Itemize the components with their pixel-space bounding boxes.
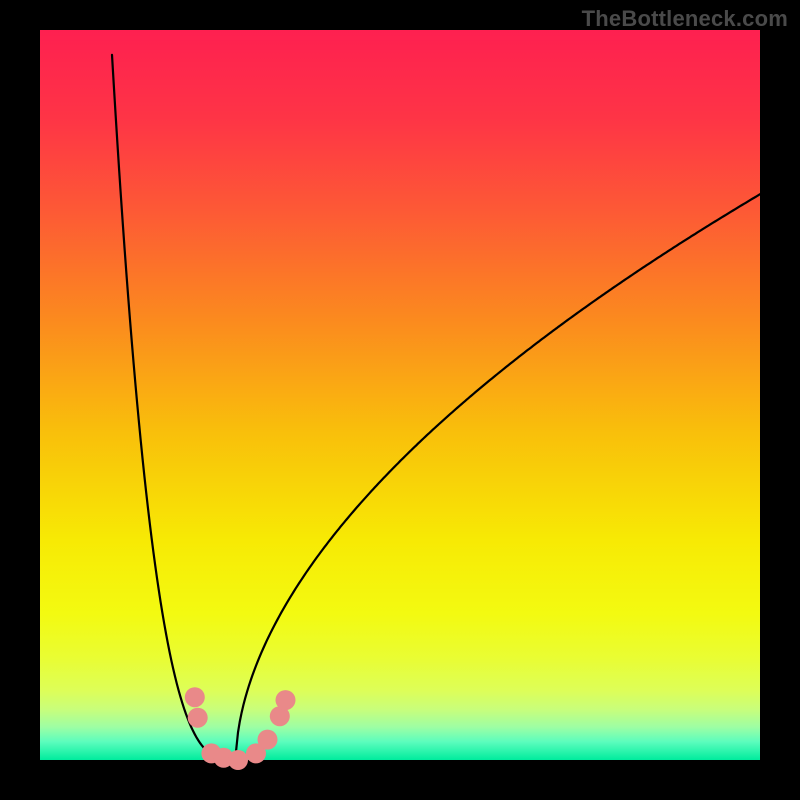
chart-root: TheBottleneck.com [0,0,800,800]
marker-dot [258,730,278,750]
marker-dot [185,687,205,707]
marker-dot [188,708,208,728]
watermark-text: TheBottleneck.com [582,6,788,32]
gradient-background [40,30,760,760]
marker-dot [276,690,296,710]
chart-svg [0,0,800,800]
marker-dot [228,750,248,770]
